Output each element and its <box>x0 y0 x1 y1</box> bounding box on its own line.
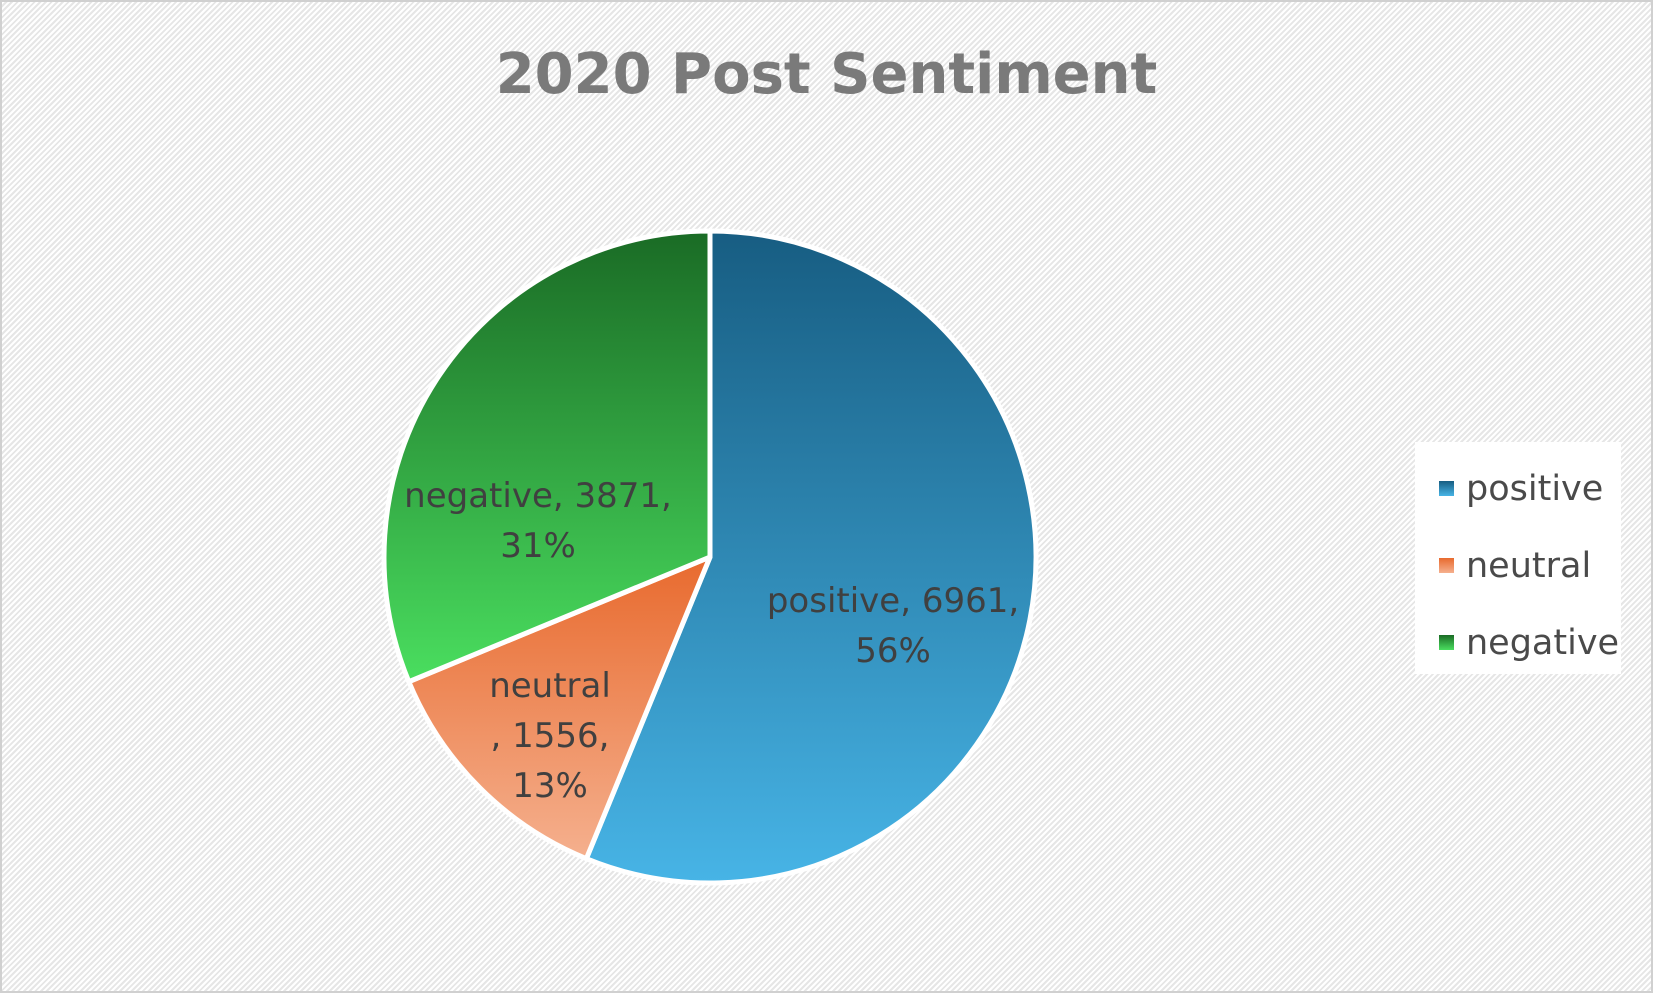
legend-label-negative: negative <box>1466 622 1620 663</box>
legend-swatch-positive <box>1439 481 1454 496</box>
legend-item-negative: negative <box>1439 604 1621 681</box>
legend-item-neutral: neutral <box>1439 527 1621 604</box>
data-label-neutral: neutral, 1556, 13% <box>489 666 611 806</box>
data-label-positive: positive, 6961, 56% <box>767 581 1019 671</box>
pie-slice-neutral <box>406 554 713 862</box>
data-label-negative: negative, 3871, 31% <box>404 476 672 566</box>
pie-slice-negative <box>381 228 713 685</box>
pie-data-labels: positive, 6961, 56% neutral, 1556, 13% negat… <box>404 476 1019 806</box>
legend-swatch-negative <box>1439 635 1454 650</box>
legend: positive neutral negative <box>1415 442 1621 674</box>
legend-label-positive: positive <box>1466 468 1604 509</box>
pie-slices <box>381 228 1039 886</box>
legend-item-positive: positive <box>1439 450 1621 527</box>
legend-label-neutral: neutral <box>1466 545 1592 586</box>
pie-slice-positive <box>583 228 1039 886</box>
legend-swatch-neutral <box>1439 558 1454 573</box>
chart-title: 2020 Post Sentiment <box>495 42 1158 107</box>
